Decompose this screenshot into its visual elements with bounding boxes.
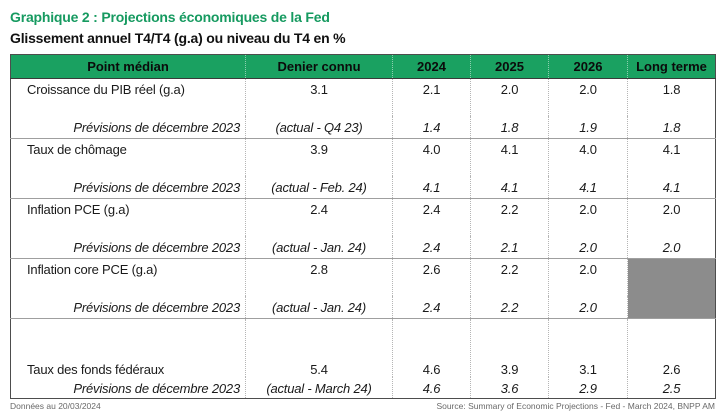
forecast-value-cell: 2.4 — [392, 236, 471, 259]
projections-table: Point médian Denier connu 2024 2025 2026… — [10, 54, 716, 399]
value-cell: 3.1 — [548, 318, 628, 377]
table-row: Prévisions de décembre 2023 (actual - Ja… — [11, 296, 716, 319]
forecast-value-cell: 2.1 — [470, 236, 549, 259]
value-cell: 4.1 — [627, 138, 716, 176]
forecast-value-cell: 2.2 — [470, 296, 549, 319]
value-cell: 2.4 — [392, 198, 471, 236]
indicator-label: Inflation core PCE (g.a) — [27, 262, 158, 277]
value-cell: 4.0 — [392, 138, 471, 176]
masked-cell — [627, 258, 716, 296]
indicator-label: Inflation PCE (g.a) — [27, 202, 130, 217]
group-fed-funds: Taux des fonds fédéraux 5.4 4.6 3.9 3.1 … — [10, 318, 716, 399]
footer-source: Source: Summary of Economic Projections … — [436, 401, 715, 411]
forecast-label: Prévisions de décembre 2023 — [73, 240, 240, 255]
forecast-note: (actual - Jan. 24) — [245, 236, 393, 259]
group-core-pce-inflation: Inflation core PCE (g.a) 2.8 2.6 2.2 2.0… — [10, 258, 716, 319]
forecast-value-cell: 2.0 — [548, 296, 628, 319]
column-header-2024: 2024 — [392, 54, 471, 79]
value-cell: 2.2 — [470, 258, 549, 296]
value-cell: 1.8 — [627, 78, 716, 116]
value-cell: 2.0 — [548, 78, 628, 116]
column-header-denier-connu: Denier connu — [245, 54, 393, 79]
forecast-label: Prévisions de décembre 2023 — [73, 300, 240, 315]
table-row: Taux de chômage 3.9 4.0 4.1 4.0 4.1 — [11, 138, 716, 176]
indicator-label: Croissance du PIB réel (g.a) — [27, 82, 185, 97]
forecast-value-cell: 4.1 — [548, 176, 628, 199]
column-header-point-median: Point médian — [10, 54, 246, 79]
forecast-value-cell: 1.8 — [470, 116, 549, 139]
value-cell: 4.1 — [470, 138, 549, 176]
value-cell: 3.9 — [245, 138, 393, 176]
group-unemployment: Taux de chômage 3.9 4.0 4.1 4.0 4.1 Prév… — [10, 138, 716, 199]
forecast-value-cell: 2.0 — [627, 236, 716, 259]
forecast-value-cell: 2.4 — [392, 296, 471, 319]
forecast-note: (actual - Feb. 24) — [245, 176, 393, 199]
forecast-value-cell: 2.5 — [627, 377, 716, 399]
group-pce-inflation: Inflation PCE (g.a) 2.4 2.4 2.2 2.0 2.0 … — [10, 198, 716, 259]
forecast-note: (actual - Q4 23) — [245, 116, 393, 139]
footer: Données au 20/03/2024 Source: Summary of… — [10, 401, 715, 411]
forecast-label: Prévisions de décembre 2023 — [73, 381, 240, 396]
forecast-note: (actual - Jan. 24) — [245, 296, 393, 319]
column-header-2025: 2025 — [470, 54, 549, 79]
group-gdp: Croissance du PIB réel (g.a) 3.1 2.1 2.0… — [11, 78, 716, 139]
forecast-value-cell: 2.0 — [548, 236, 628, 259]
forecast-value-cell: 4.6 — [392, 377, 471, 399]
forecast-label: Prévisions de décembre 2023 — [73, 180, 240, 195]
forecast-note: (actual - March 24) — [245, 377, 393, 399]
value-cell: 2.0 — [627, 198, 716, 236]
forecast-value-cell: 1.8 — [627, 116, 716, 139]
value-cell: 2.1 — [392, 78, 471, 116]
value-cell: 3.1 — [245, 78, 393, 116]
table-row: Inflation PCE (g.a) 2.4 2.4 2.2 2.0 2.0 — [11, 198, 716, 236]
value-cell: 4.0 — [548, 138, 628, 176]
value-cell: 2.8 — [245, 258, 393, 296]
value-cell: 4.6 — [392, 318, 471, 377]
table-row: Prévisions de décembre 2023 (actual - Ja… — [11, 236, 716, 259]
indicator-label: Taux de chômage — [27, 142, 127, 157]
value-cell: 3.9 — [470, 318, 549, 377]
value-cell: 2.0 — [548, 198, 628, 236]
table-row: Prévisions de décembre 2023 (actual - Fe… — [11, 176, 716, 199]
footer-date: Données au 20/03/2024 — [10, 401, 101, 411]
value-cell: 2.4 — [245, 198, 393, 236]
forecast-value-cell: 4.1 — [470, 176, 549, 199]
forecast-value-cell: 2.9 — [548, 377, 628, 399]
page-title: Graphique 2 : Projections économiques de… — [10, 9, 330, 25]
forecast-value-cell: 4.1 — [627, 176, 716, 199]
column-header-long-terme: Long terme — [627, 54, 716, 79]
value-cell: 2.0 — [548, 258, 628, 296]
value-cell: 2.6 — [392, 258, 471, 296]
value-cell: 2.6 — [627, 318, 716, 377]
forecast-value-cell: 4.1 — [392, 176, 471, 199]
indicator-label: Taux des fonds fédéraux — [27, 362, 165, 377]
table-row: Inflation core PCE (g.a) 2.8 2.6 2.2 2.0 — [11, 258, 716, 296]
table-row: Prévisions de décembre 2023 (actual - Q4… — [11, 116, 716, 139]
column-header-2026: 2026 — [548, 54, 628, 79]
value-cell: 2.0 — [470, 78, 549, 116]
forecast-value-cell: 3.6 — [470, 377, 549, 399]
table-row: Taux des fonds fédéraux 5.4 4.6 3.9 3.1 … — [11, 318, 716, 377]
masked-cell — [627, 296, 716, 319]
value-cell: 2.2 — [470, 198, 549, 236]
forecast-label: Prévisions de décembre 2023 — [73, 120, 240, 135]
page-subtitle: Glissement annuel T4/T4 (g.a) ou niveau … — [10, 30, 346, 46]
forecast-value-cell: 1.4 — [392, 116, 471, 139]
forecast-value-cell: 1.9 — [548, 116, 628, 139]
table-header-row: Point médian Denier connu 2024 2025 2026… — [10, 54, 716, 79]
value-cell: 5.4 — [245, 318, 393, 377]
table-row: Croissance du PIB réel (g.a) 3.1 2.1 2.0… — [11, 78, 716, 116]
table-row: Prévisions de décembre 2023 (actual - Ma… — [11, 377, 716, 399]
